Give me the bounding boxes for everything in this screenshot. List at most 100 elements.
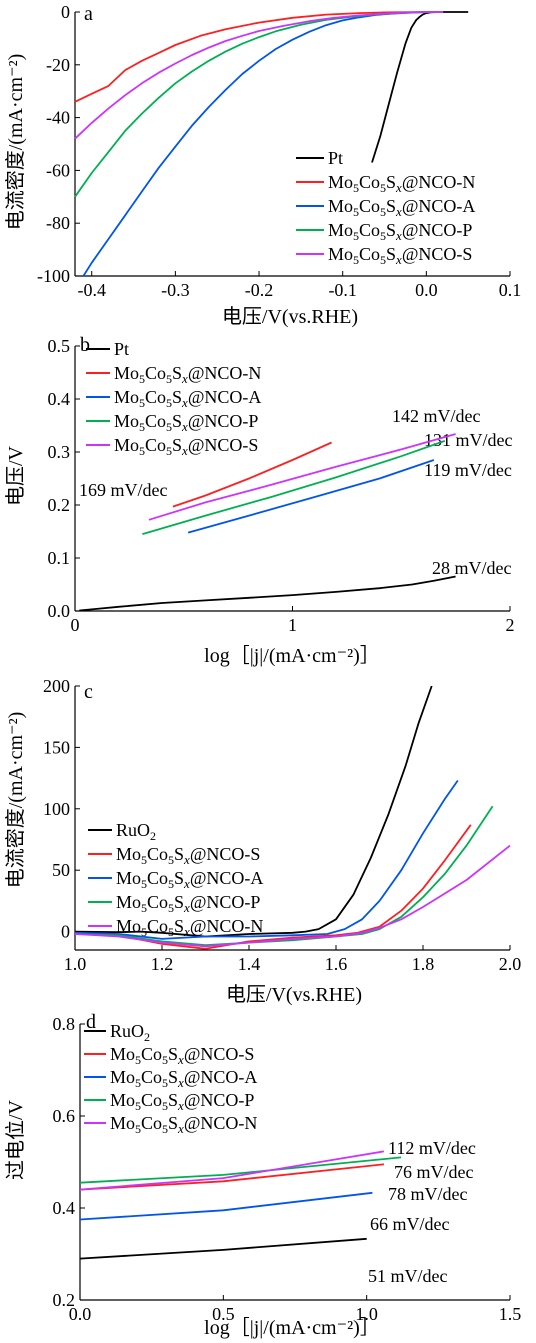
panel-b-x-tick-label: 0 [71,615,80,635]
panel-b-series-line [148,433,456,521]
slope-label-d-n: 112 mV/dec [388,1138,476,1158]
panel-a-x-tick-label: 0.1 [499,280,522,300]
panel-c-y-tick-label: 150 [43,737,70,757]
panel-c-legend-label: RuO2 [116,820,156,843]
panel-a-x-tick-label: 0.0 [415,280,438,300]
panel-d-ylabel: 过电位/V [4,1099,27,1180]
panel-a-x-tick-label: -0.3 [161,280,190,300]
panel-d-x-tick-label: 1.5 [499,1304,522,1324]
panel-c-series-line [74,685,433,938]
panel-d-legend-label: Mo5Co5Sx@NCO-A [110,1067,257,1090]
panel-a-series-line [74,11,444,103]
panel-b-y-tick-label: 0.4 [48,389,71,409]
panel-a-legend-label: Pt [328,148,343,168]
panel-c-y-tick-label: 100 [43,799,70,819]
panel-b-legend-label: Mo5Co5Sx@NCO-A [114,387,261,410]
panel-c-x-tick-label: 1.0 [64,954,87,974]
slope-label-b-pt: 28 mV/dec [432,558,511,578]
panel-c-y-tick-label: 50 [52,860,70,880]
panel-d-y-tick-label: 0.4 [53,1198,76,1218]
panel-c-x-tick-label: 1.4 [238,954,261,974]
panel-c-legend-label: Mo5Co5Sx@NCO-A [116,868,263,891]
panel-c-label: c [84,681,93,703]
slope-label-b-s: 142 mV/dec [392,406,480,426]
panel-b-series-line [142,440,446,535]
panel-c-x-tick-label: 1.6 [325,954,348,974]
panel-c-legend-label: Mo5Co5Sx@NCO-S [116,844,260,867]
panel-d-legend-label: Mo5Co5Sx@NCO-N [110,1113,257,1136]
panel-b-y-tick-label: 0.1 [48,548,71,568]
panel-a-label: a [84,3,93,25]
panel-b-series-line [79,575,456,612]
panel-b-xlabel: log［|j|/(mA·cm⁻²)］ [204,644,380,667]
panel-c-y-tick-label: 200 [43,676,70,696]
panel-b-x-tick-label: 2 [506,615,515,635]
panel-d-series-line [79,1150,385,1191]
panel-c-series-line [74,779,459,940]
panel-d-x-tick-label: 1.0 [355,1304,378,1324]
panel-d-legend-label: Mo5Co5Sx@NCO-S [110,1044,254,1067]
panel-b-label: b [80,334,90,356]
slope-label-b-n: 169 mV/dec [79,480,167,500]
panel-a-legend-label: Mo5Co5Sx@NCO-S [328,244,472,267]
panel-b-ylabel: 电压/V [4,445,27,506]
panel-d-y-tick-label: 0.8 [53,1014,76,1034]
panel-d-legend-label: Mo5Co5Sx@NCO-P [110,1090,254,1113]
slope-label-b-a: 119 mV/dec [424,460,512,480]
slope-label-d-a: 66 mV/dec [370,1214,449,1234]
panel-d-label: d [86,1011,96,1033]
panel-c-series-line [74,824,472,950]
panel-a-xlabel: 电压/V(vs.RHE) [222,305,358,328]
slope-label-d-ru: 51 mV/dec [368,1266,447,1286]
panel-c-ylabel: 电流密度/(mA·cm⁻²) [4,712,27,889]
panel-a-y-tick-label: -80 [46,213,70,233]
panel-c-y-tick-label: 0 [61,922,70,942]
slope-label-b-p: 131 mV/dec [424,430,512,450]
panel-a-series-line [371,11,469,163]
panel-b-series-line [187,459,435,534]
panel-b-y-tick-label: 0.5 [48,336,71,356]
slope-label-d-s: 78 mV/dec [388,1184,467,1204]
panel-a-x-tick-label: -0.1 [328,280,357,300]
panel-d-y-tick-label: 0.2 [53,1290,76,1310]
panel-a-ylabel: 电流密度/(mA·cm⁻²) [4,54,27,231]
panel-d-xlabel: log［|j|/(mA·cm⁻²)］ [204,1316,380,1339]
panel-c-xlabel: 电压/V(vs.RHE) [226,983,362,1006]
panel-b-legend-label: Mo5Co5Sx@NCO-N [114,363,261,386]
panel-a-y-tick-label: -40 [46,108,70,128]
panel-c-x-tick-label: 1.2 [151,954,174,974]
panel-b-legend-label: Mo5Co5Sx@NCO-P [114,411,258,434]
panel-a-y-tick-label: -20 [46,55,70,75]
panel-a-legend-label: Mo5Co5Sx@NCO-P [328,220,472,243]
panel-b-y-tick-label: 0.2 [48,495,71,515]
panel-a-y-tick-label: 0 [61,2,70,22]
panel-b-legend-label: Mo5Co5Sx@NCO-S [114,435,258,458]
panel-c-x-tick-label: 2.0 [499,954,522,974]
panel-a-y-tick-label: -100 [37,266,70,286]
panel-d-series-line [79,1156,402,1184]
panel-b-series-line [172,441,332,508]
slope-label-d-p: 76 mV/dec [394,1162,473,1182]
panel-a-series-line [74,11,444,140]
panel-d-x-tick-label: 0.5 [212,1304,235,1324]
panel-d-x-tick-label: 0.0 [69,1304,92,1324]
panel-b-y-tick-label: 0.0 [48,601,71,621]
panel-b-legend-label: Pt [114,339,129,359]
panel-d-series-line [79,1191,373,1221]
panel-a-legend-label: Mo5Co5Sx@NCO-N [328,172,475,195]
panel-c-series-line [74,844,511,948]
panel-c-legend-label: Mo5Co5Sx@NCO-P [116,892,260,915]
panel-a-x-tick-label: -0.2 [245,280,274,300]
panel-c-legend-label: Mo5Co5Sx@NCO-N [116,916,263,939]
panel-d-legend-label: RuO2 [110,1021,150,1044]
panel-b-y-tick-label: 0.3 [48,442,71,462]
panel-b-x-tick-label: 1 [288,615,297,635]
panel-a-x-tick-label: -0.4 [77,280,106,300]
panel-a-legend-label: Mo5Co5Sx@NCO-A [328,196,475,219]
panel-d-series-line [79,1163,384,1191]
panel-a-y-tick-label: -60 [46,160,70,180]
panel-d-y-tick-label: 0.6 [53,1106,76,1126]
panel-c-x-tick-label: 1.8 [412,954,435,974]
panel-d-series-line [79,1237,367,1260]
